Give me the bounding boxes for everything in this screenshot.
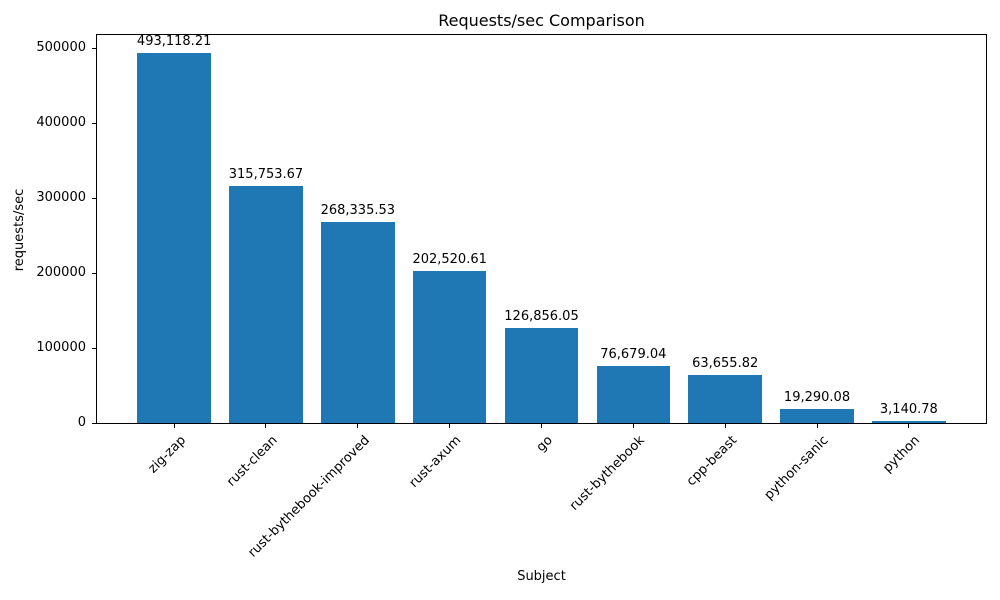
x-tick-mark (908, 424, 910, 428)
bar-value-label: 493,118.21 (136, 34, 212, 50)
x-tick-mark (541, 424, 542, 428)
y-tick-mark (92, 272, 96, 274)
y-tick-label: 100000 (36, 340, 86, 356)
x-tick-label: python (880, 433, 924, 476)
bar-go (504, 327, 579, 423)
y-tick-label: 200000 (36, 265, 86, 281)
bar-value-label: 19,290.08 (783, 389, 851, 405)
x-tick-mark (816, 424, 818, 428)
bar-python (872, 420, 946, 423)
y-tick-mark (92, 197, 96, 199)
bar-zig-zap (137, 53, 211, 423)
y-tick-label: 0 (77, 415, 86, 430)
bar-value-label: 76,679.04 (600, 346, 667, 362)
x-axis-label: Subject (517, 569, 566, 584)
x-tick-mark (357, 424, 359, 428)
bar-value-label: 268,335.53 (320, 202, 396, 218)
bar-value-label: 126,856.05 (504, 308, 579, 324)
bar-rust-axum (412, 271, 487, 423)
x-tick-label: rust-axum (406, 433, 465, 491)
bar-python-sanic (780, 408, 854, 423)
x-tick-label: cpp-beast (683, 433, 740, 490)
y-tick-label: 500000 (36, 40, 86, 56)
x-tick-mark (724, 424, 726, 428)
x-tick-label: zig-zap (145, 433, 189, 477)
bar-rust-clean (229, 186, 303, 423)
y-tick-mark (92, 422, 96, 424)
y-tick-label: 400000 (36, 115, 86, 131)
x-tick-mark (449, 424, 451, 428)
bar-rust-bythebook-improved (321, 221, 395, 423)
bar-value-label: 63,655.82 (692, 356, 759, 372)
y-tick-mark (92, 122, 96, 124)
bar-value-label: 3,140.78 (879, 401, 938, 417)
bar-rust-bythebook (596, 365, 671, 423)
x-tick-mark (173, 424, 175, 428)
x-tick-mark (265, 424, 267, 428)
x-tick-label: python-sanic (761, 433, 832, 503)
x-tick-label: rust-clean (223, 433, 281, 490)
bar-value-label: 202,520.61 (412, 252, 487, 268)
bar-cpp-beast (688, 375, 762, 423)
x-tick-label: rust-bythebook (567, 433, 648, 514)
bar-value-label: 315,753.67 (228, 167, 304, 183)
chart-title: Requests/sec Comparison (438, 11, 645, 30)
y-tick-mark (92, 47, 96, 49)
x-tick-label: go (534, 433, 557, 456)
y-tick-label: 300000 (36, 190, 86, 206)
x-tick-mark (632, 424, 634, 428)
y-tick-mark (92, 347, 96, 349)
